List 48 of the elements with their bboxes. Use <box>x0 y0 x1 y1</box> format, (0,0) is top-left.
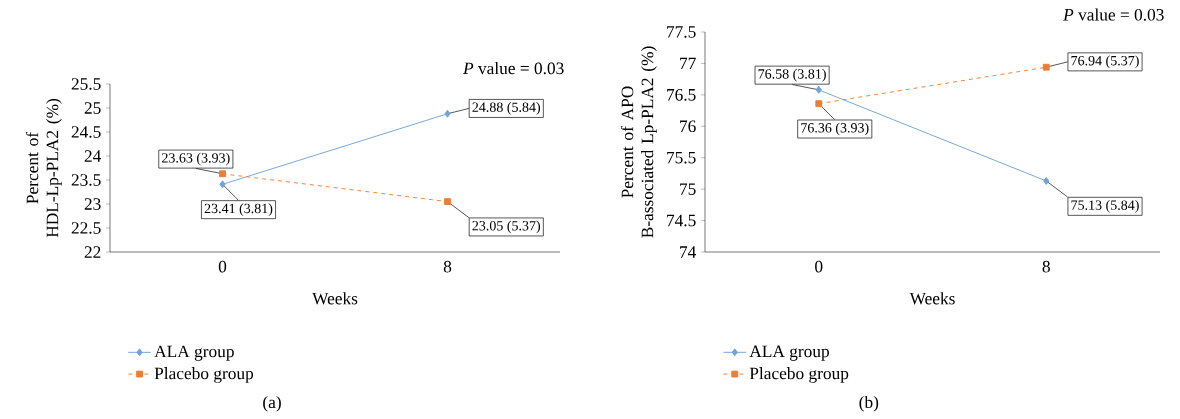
data-label: 76.58 (3.81) <box>758 68 826 82</box>
data-label: 24.88 (5.84) <box>472 102 541 115</box>
point <box>219 180 226 189</box>
y-tick-label: 25 <box>84 102 101 114</box>
point <box>815 85 822 94</box>
x-tick-label: 8 <box>443 260 452 273</box>
y-tick-label: 75.5 <box>667 151 696 164</box>
y-tick-label: 74 <box>680 246 697 258</box>
point <box>815 100 823 108</box>
x-axis-title: Weeks <box>909 292 955 305</box>
data-label: 76.36 (3.93) <box>801 122 869 136</box>
text: P value = 0.03 <box>1063 8 1164 21</box>
point <box>444 198 451 206</box>
legend-label: Placebo group <box>749 367 849 383</box>
legend-label: ALA group <box>154 345 234 361</box>
y-tick-label: 77 <box>680 57 696 70</box>
y-tick-label: 24.5 <box>71 126 101 138</box>
y-tick-label: 24 <box>84 150 102 162</box>
x-tick-label: 8 <box>1042 260 1050 273</box>
data-label: 23.05 (5.37) <box>472 220 541 234</box>
y-tick-label: 25.5 <box>71 78 101 90</box>
y-tick-label: 76 <box>680 120 696 133</box>
x-axis-title: Weeks <box>312 292 358 305</box>
y-tick-label: 76.5 <box>667 89 696 101</box>
point <box>1042 63 1050 71</box>
y-tick-label: 22 <box>84 246 101 258</box>
point <box>444 109 451 118</box>
y-axis-title: Percent of APO B-associated Lp-PLA2 (%) <box>620 46 657 238</box>
text: (b) <box>859 395 879 412</box>
data-label: 76.94 (5.37) <box>1071 55 1139 69</box>
legend-label: ALA group <box>749 345 829 361</box>
x-tick-label: 0 <box>218 260 227 273</box>
point <box>219 170 226 178</box>
text: (a) <box>263 395 281 412</box>
data-label: 75.13 (5.84) <box>1071 199 1139 213</box>
data-label: 23.41 (3.81) <box>204 203 273 217</box>
legend-label: Placebo group <box>154 367 254 383</box>
y-tick-label: 23.5 <box>71 174 101 186</box>
text: P value = 0.03 <box>462 61 564 75</box>
y-tick-label: 22.5 <box>71 222 101 234</box>
y-tick-label: 75 <box>680 183 696 195</box>
y-axis-title: Percent of HDL-Lp-PLA2 (%) <box>25 98 62 238</box>
y-tick-label: 74.5 <box>667 214 696 227</box>
y-tick-label: 77.5 <box>667 26 696 38</box>
data-label: 23.63 (3.93) <box>162 152 230 166</box>
point <box>1043 177 1050 185</box>
x-tick-label: 0 <box>815 260 823 273</box>
y-tick-label: 23 <box>84 198 101 210</box>
